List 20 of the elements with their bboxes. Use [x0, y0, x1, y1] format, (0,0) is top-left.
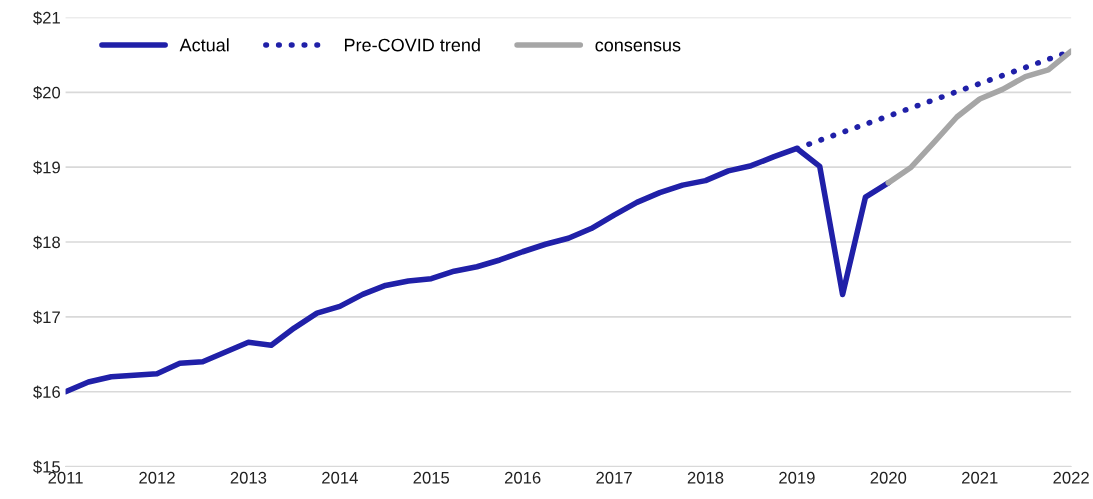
y-tick-label: $21	[33, 11, 60, 25]
x-tick-label: 2014	[322, 471, 358, 484]
x-tick-label: 2022	[1053, 471, 1089, 484]
legend-label: consensus	[595, 41, 681, 52]
y-tick-label: $19	[33, 160, 60, 175]
x-tick-label: 2019	[779, 471, 815, 484]
legend-label: Actual	[179, 38, 229, 52]
x-tick-label: 2017	[596, 471, 632, 484]
y-tick-label: $20	[33, 86, 61, 100]
y-tick-label: $16	[33, 385, 60, 399]
y-tick-label: $17	[33, 310, 60, 325]
x-tick-label: 2020	[870, 471, 907, 484]
x-tick-label: 2021	[962, 471, 998, 484]
x-tick-label: 2012	[139, 471, 175, 484]
y-tick-label: $18	[33, 235, 60, 250]
x-tick-label: 2013	[230, 471, 267, 484]
x-tick-label: 2015	[413, 471, 450, 484]
x-tick-label: 2018	[687, 471, 724, 484]
x-tick-label: 2016	[504, 471, 541, 484]
legend-label: Pre-COVID trend	[344, 38, 480, 52]
